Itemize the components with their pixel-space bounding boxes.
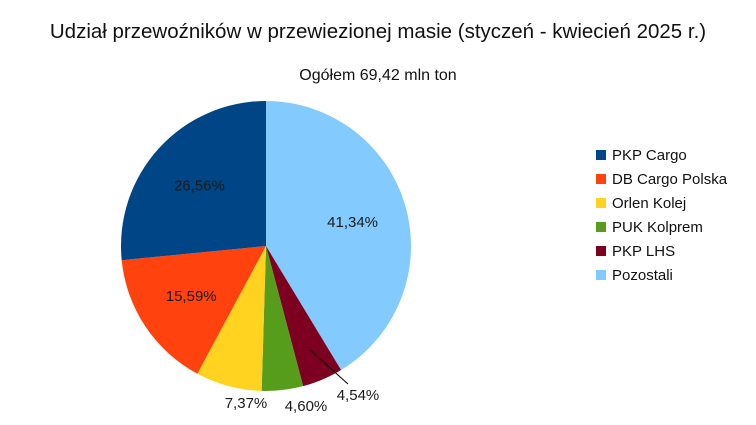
pie-slice-pozostali <box>266 101 411 371</box>
data-label-db-cargo-polska: 15,59% <box>166 288 217 305</box>
legend-swatch <box>596 198 606 208</box>
data-label-pkp-cargo: 26,56% <box>174 178 225 195</box>
legend-label: DB Cargo Polska <box>612 170 728 188</box>
pie-slice-pkp-cargo <box>121 101 266 261</box>
legend-item: Orlen Kolej <box>596 191 727 215</box>
chart-subtitle: Ogółem 69,42 mln ton <box>299 67 457 84</box>
data-label-pkp-lhs: 4,54% <box>337 387 380 404</box>
legend-swatch <box>596 174 606 184</box>
pie-slice-orlen-kolej <box>197 246 266 391</box>
legend-label: PKP Cargo <box>612 146 687 164</box>
legend-item: PUK Kolprem <box>596 215 727 239</box>
data-label-orlen-kolej: 7,37% <box>225 395 268 412</box>
pie-slice-pkp-lhs <box>266 246 342 387</box>
legend-label: PUK Kolprem <box>612 218 703 236</box>
data-label-puk-kolprem: 4,60% <box>285 398 328 415</box>
legend-swatch <box>596 150 606 160</box>
legend-swatch <box>596 246 606 256</box>
leader-line-pkp-lhs <box>309 349 349 385</box>
pie-slice-db-cargo-polska <box>121 246 266 374</box>
legend-item: DB Cargo Polska <box>596 167 727 191</box>
pie-slice-puk-kolprem <box>261 246 304 391</box>
legend-item: PKP Cargo <box>596 143 727 167</box>
legend-item: Pozostali <box>596 263 727 287</box>
legend-label: Pozostali <box>612 266 673 284</box>
chart-title: Udział przewoźników w przewiezionej masi… <box>49 20 707 43</box>
legend-item: PKP LHS <box>596 239 727 263</box>
legend: PKP Cargo DB Cargo Polska Orlen Kolej PUK K… <box>596 143 727 287</box>
legend-swatch <box>596 222 606 232</box>
data-label-pozostali: 41,34% <box>327 214 378 231</box>
legend-label: Orlen Kolej <box>612 194 687 212</box>
legend-label: PKP LHS <box>612 242 676 260</box>
legend-swatch <box>596 270 606 280</box>
